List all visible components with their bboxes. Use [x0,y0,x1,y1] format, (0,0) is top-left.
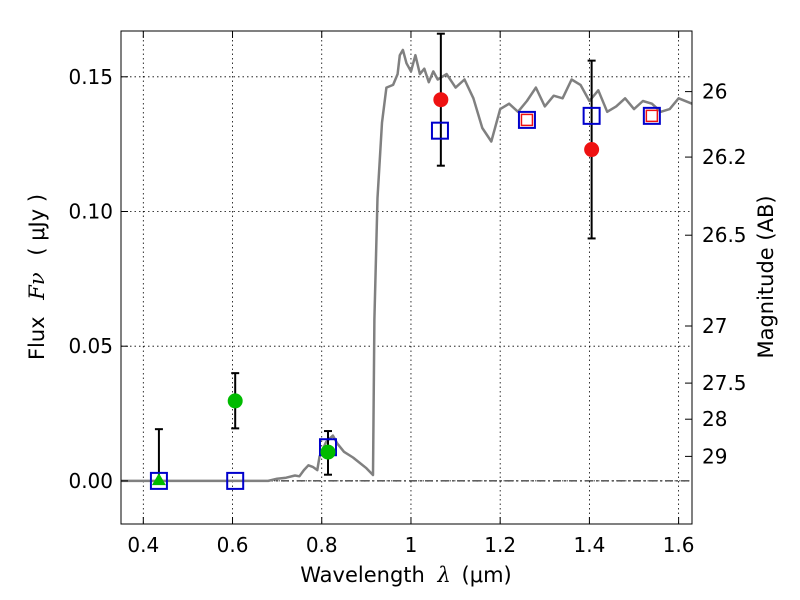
small-square-marker [520,113,534,127]
x-axis-label-prefix: Wavelength [300,563,425,587]
y2-tick-label: 26.2 [702,145,747,169]
y2-tick-label: 27 [702,314,727,338]
x-axis-label-symbol: λ [437,563,451,587]
circle-marker [433,92,449,108]
y2-tick-label: 29 [702,444,727,468]
y-tick-label: 0.00 [68,469,113,493]
small-square-marker [645,109,659,123]
square-marker [517,110,536,129]
x-axis-label-unit: (μm) [462,563,512,587]
y-tick-label: 0.05 [68,334,113,358]
x-tick-label: 1 [405,533,418,557]
y-tick-label: 0.10 [68,199,113,223]
square-marker [430,121,449,140]
circle-marker [584,142,600,158]
square-marker [642,106,661,125]
x-tick-label: 0.4 [127,533,159,557]
y-tick-label: 0.15 [68,65,113,89]
plot-frame [120,30,693,525]
x-axis-label: Wavelength λ (μm) [300,563,511,587]
square-marker [582,106,601,125]
x-tick-label: 1.2 [484,533,516,557]
y-axis-label: Flux Fν ( μJy ) [25,194,49,360]
square-marker [149,471,168,490]
axis-ticks: 0.4 0.6 0.8 1 1.2 1.4 1.6 0.00 0.05 0.10 0.15 26 26.… [68,31,747,557]
x-tick-label: 1.6 [663,533,695,557]
x-tick-label: 0.6 [217,533,249,557]
secondary-y-axis-label: Magnitude (AB) [754,195,778,358]
y2-tick-label: 26.5 [702,223,747,247]
data-markers [149,92,661,490]
y2-tick-label: 27.5 [702,371,747,395]
x-tick-label: 0.8 [306,533,338,557]
y-axis-label-symbol: Fν [25,272,49,301]
circle-marker [320,444,336,460]
square-marker [226,471,245,490]
x-tick-label: 1.4 [573,533,605,557]
grid [121,31,692,524]
y2-tick-label: 28 [702,407,727,431]
y2-tick-label: 26 [702,80,727,104]
circle-marker [227,393,243,409]
y-axis-label-prefix: Flux [25,316,49,360]
y-axis-label-unit: ( μJy ) [25,194,49,256]
triangle-marker [151,473,166,486]
